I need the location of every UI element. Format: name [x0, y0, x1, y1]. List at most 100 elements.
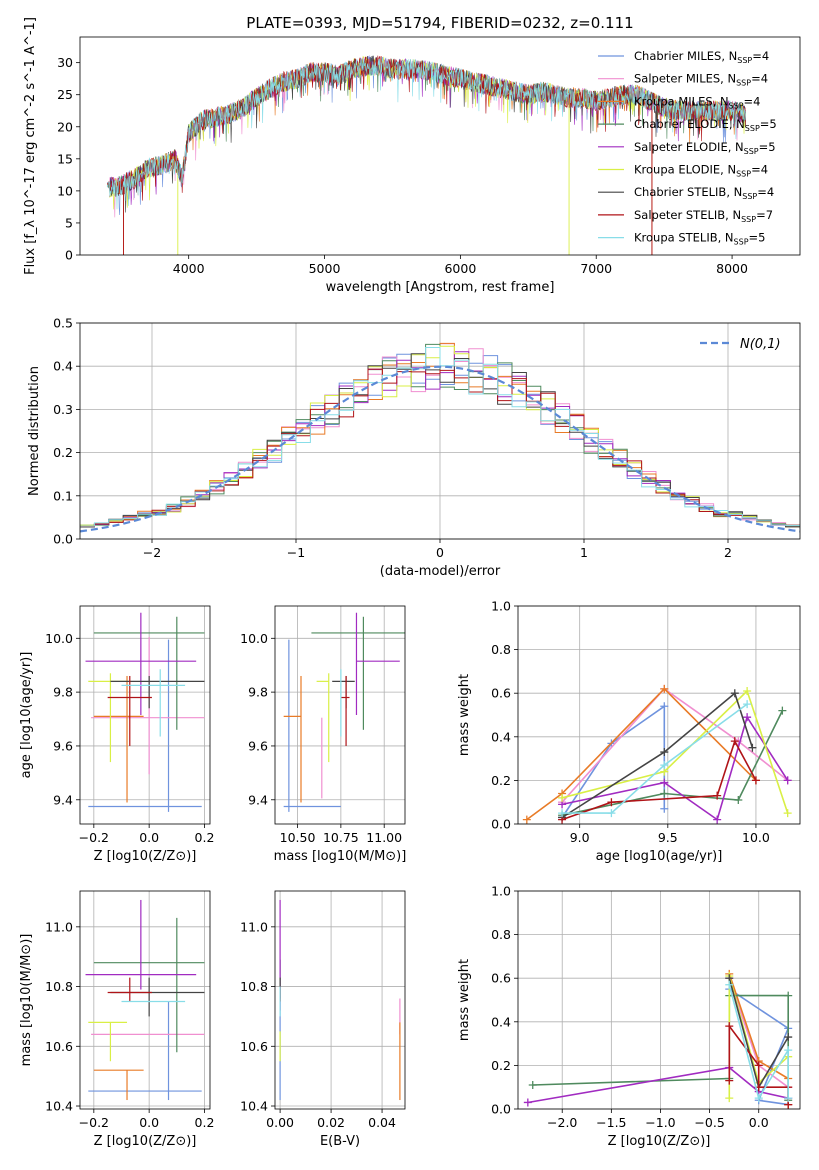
y-tick-label: 0.5	[53, 316, 73, 331]
weight-marker	[778, 706, 787, 715]
y-tick-label: 0.0	[491, 817, 511, 832]
x-tick-label: −1	[287, 545, 305, 560]
x-tick-label: 10.75	[323, 830, 359, 845]
x-tick-label: 1	[580, 545, 588, 560]
spectrum-legend: Chabrier MILES, NSSP=4 Salpeter MILES, NS…	[598, 49, 777, 247]
weight-line-chabrier-miles	[728, 988, 790, 1106]
weight-line-kroupa-stelib	[728, 984, 789, 1101]
x-tick-label: 5000	[309, 261, 341, 276]
weight-marker	[660, 761, 669, 770]
residuals-legend: N(0,1)	[700, 337, 781, 352]
y-axis-label: mass weight	[457, 959, 472, 1041]
weight-marker	[522, 815, 531, 824]
x-tick-label: −0.2	[79, 1115, 109, 1130]
y-tick-label: 9.4	[53, 792, 73, 807]
legend-entry: Kroupa STELIB, NSSP=5	[634, 231, 765, 247]
z-age-panel: −0.2 0.0 0.2 9.4 9.6 9.8 10.0 Z [log10(Z/Z⊙)] ag…	[19, 605, 214, 864]
axes-frame	[517, 605, 801, 825]
x-tick-label: 0.2	[195, 1115, 215, 1130]
legend-entry: Kroupa ELODIE, NSSP=4	[634, 163, 768, 179]
y-tick-label: 0.0	[491, 1102, 511, 1117]
legend-entry: Chabrier STELIB, NSSP=4	[634, 185, 774, 201]
y-tick-label: 9.4	[248, 792, 268, 807]
axes-frame	[274, 890, 406, 1110]
weight-line-chabrier-miles	[561, 704, 666, 818]
weight-marker	[607, 809, 616, 818]
x-tick-label: 9.0	[570, 830, 590, 845]
weight-marker	[725, 980, 734, 989]
weight-marker	[784, 1094, 793, 1103]
weight-marker	[748, 743, 757, 752]
weight-marker	[734, 796, 743, 805]
y-tick-label: 10.8	[240, 979, 268, 994]
weight-lines	[523, 969, 793, 1109]
x-tick-label: 11.00	[366, 830, 402, 845]
legend-entry: Salpeter STELIB, NSSP=7	[634, 208, 773, 224]
spectrum-lines	[106, 55, 746, 255]
weight-marker	[558, 793, 567, 802]
x-axis-label: wavelength [Angstrom, rest frame]	[326, 280, 555, 295]
age-weight-panel: 9.0 9.5 10.0 0.0 0.2 0.4 0.6 0.8 1.0 age [log10(a…	[457, 599, 801, 864]
y-axis-label: mass [log10(M/M⊙)]	[19, 934, 34, 1067]
y-tick-label: 0.4	[491, 1014, 511, 1029]
weight-lines	[522, 684, 792, 824]
weight-marker	[743, 713, 752, 722]
weight-marker	[784, 1033, 793, 1042]
y-axis-label: Flux [f_λ 10^-17 erg cm^-2 s^-1 A^-1]	[23, 17, 38, 275]
y-tick-label: 0.4	[491, 729, 511, 744]
weight-marker	[660, 702, 669, 711]
axes-frame	[79, 322, 801, 540]
y-tick-label: 15	[57, 151, 73, 166]
weight-marker	[713, 815, 722, 824]
y-tick-label: 25	[57, 87, 73, 102]
weight-marker	[783, 776, 792, 785]
y-tick-label: 9.8	[53, 685, 73, 700]
x-axis-label: (data-model)/error	[380, 564, 501, 579]
y-tick-label: 0.8	[491, 927, 511, 942]
y-axis-label: mass weight	[457, 674, 472, 756]
x-tick-label: 8000	[716, 261, 748, 276]
errorbars	[85, 612, 205, 812]
weight-marker	[783, 809, 792, 818]
y-tick-label: 1.0	[491, 599, 511, 614]
y-tick-label: 0.6	[491, 686, 511, 701]
x-tick-label: 0.00	[266, 1115, 294, 1130]
y-tick-label: 0.2	[53, 445, 73, 460]
axes-frame	[79, 890, 211, 1110]
x-tick-label: 0.04	[368, 1115, 396, 1130]
x-axis-label: age [log10(age/yr)]	[596, 849, 723, 864]
y-tick-label: 0.2	[491, 1058, 511, 1073]
x-tick-label: 0.0	[749, 1115, 769, 1130]
weight-marker	[660, 778, 669, 787]
x-tick-label: −0.2	[79, 830, 109, 845]
y-tick-label: 11.0	[45, 919, 73, 934]
y-tick-label: 0.0	[53, 532, 73, 547]
normal-curve	[80, 365, 800, 533]
axes-frame	[274, 605, 406, 825]
legend-entry: N(0,1)	[740, 337, 781, 352]
errorbars	[279, 899, 401, 1101]
legend-entry: Kroupa MILES, NSSP=4	[634, 94, 760, 110]
weight-line-kroupa-miles	[526, 687, 757, 821]
spectrum-line-kroupa-stelib	[106, 57, 746, 210]
weight-marker	[730, 689, 739, 698]
legend-entry: Chabrier ELODIE, NSSP=5	[634, 117, 777, 133]
mass-age-panel: 10.50 10.75 11.00 9.4 9.6 9.8 10.0 mass [log10(…	[240, 605, 406, 864]
y-tick-label: 9.6	[53, 738, 73, 753]
x-axis-label: E(B-V)	[320, 1134, 360, 1149]
weight-marker	[743, 700, 752, 709]
histogram-kroupa-stelib	[80, 347, 800, 529]
y-tick-label: 10.0	[240, 631, 268, 646]
weight-marker	[558, 809, 567, 818]
x-tick-label: 0	[436, 545, 444, 560]
weight-marker	[660, 684, 669, 693]
y-axis-label: Normed distribution	[27, 366, 42, 496]
weight-line-chabrier-stelib	[561, 691, 754, 819]
weight-marker	[751, 776, 760, 785]
y-tick-label: 0.4	[53, 359, 73, 374]
weight-marker	[660, 748, 669, 757]
y-axis-label: age [log10(age/yr)]	[19, 652, 34, 779]
errorbars	[85, 899, 205, 1101]
axes-frame	[79, 605, 211, 825]
y-tick-label: 11.0	[240, 919, 268, 934]
